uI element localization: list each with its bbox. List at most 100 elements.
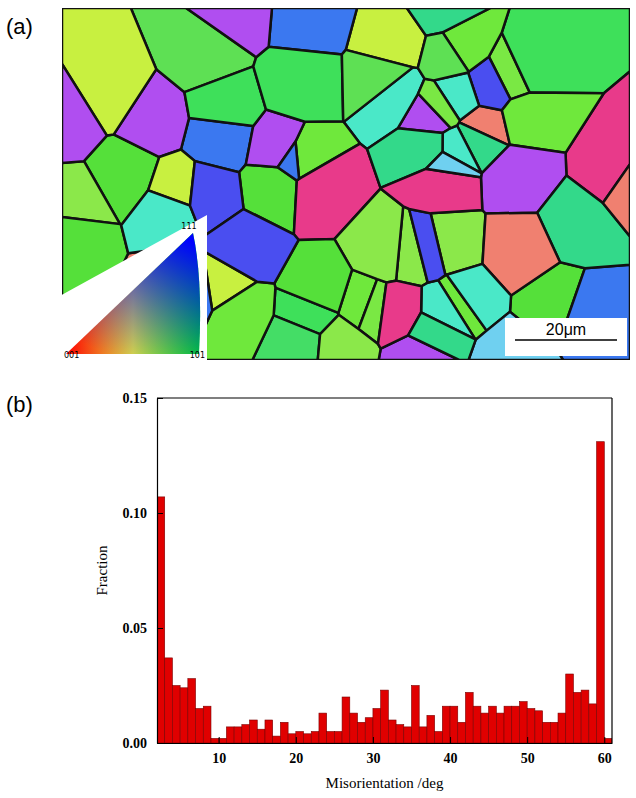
y-tick-mark bbox=[157, 513, 163, 514]
key-label: 001 bbox=[64, 351, 79, 360]
grain bbox=[502, 8, 630, 93]
grain bbox=[184, 66, 266, 126]
bar bbox=[319, 713, 327, 743]
panel-label: (a) bbox=[6, 14, 33, 39]
x-tick-label: 50 bbox=[521, 751, 535, 766]
y-tick-label: 0.10 bbox=[123, 506, 148, 521]
bar bbox=[496, 713, 504, 743]
grain bbox=[409, 209, 445, 283]
grain bbox=[201, 282, 275, 360]
bar bbox=[327, 732, 335, 744]
bar bbox=[304, 734, 312, 743]
ipf-key-overlay bbox=[66, 233, 200, 354]
scale-bar bbox=[515, 339, 617, 341]
x-tick-mark bbox=[604, 737, 605, 743]
bar bbox=[280, 722, 288, 743]
y-tick-label: 0.00 bbox=[123, 736, 148, 751]
y-axis: 0.00 0.05 0.10 0.15 bbox=[123, 391, 164, 751]
grain bbox=[62, 64, 107, 163]
grain bbox=[426, 152, 482, 177]
bar bbox=[404, 727, 412, 743]
bar bbox=[342, 697, 350, 743]
x-axis-line bbox=[158, 743, 613, 744]
bar bbox=[265, 720, 273, 743]
bar bbox=[411, 686, 419, 744]
x-tick-label: 30 bbox=[366, 751, 380, 766]
bar bbox=[250, 720, 258, 743]
grain bbox=[502, 93, 604, 153]
bar bbox=[211, 738, 219, 743]
key-background bbox=[62, 215, 207, 360]
bar bbox=[435, 732, 443, 744]
grain bbox=[407, 8, 491, 36]
x-tick-label: 40 bbox=[444, 751, 458, 766]
grain bbox=[342, 50, 413, 122]
y-tick-mark bbox=[157, 743, 163, 744]
bar bbox=[219, 738, 227, 743]
bar bbox=[373, 709, 381, 744]
bar bbox=[419, 727, 427, 743]
scale-bar-box bbox=[505, 318, 627, 356]
grain bbox=[278, 141, 299, 180]
bar bbox=[581, 690, 589, 743]
orientation-map bbox=[62, 8, 630, 360]
grain bbox=[318, 315, 381, 360]
grain bbox=[199, 209, 299, 283]
bar bbox=[604, 738, 612, 743]
y-tick: 0.15 bbox=[123, 391, 164, 406]
frame bbox=[611, 398, 612, 743]
y-tick-label: 0.05 bbox=[123, 621, 148, 636]
bar bbox=[442, 706, 450, 743]
x-tick-label: 60 bbox=[598, 751, 612, 766]
bar bbox=[311, 732, 319, 744]
figure: (a)11100110120μm(b)1020304050600.000.050… bbox=[0, 0, 636, 798]
bar bbox=[504, 706, 512, 743]
bar bbox=[358, 722, 366, 743]
grain bbox=[418, 79, 460, 128]
bar bbox=[273, 736, 281, 743]
bar bbox=[234, 727, 242, 743]
frame bbox=[157, 397, 612, 398]
bar bbox=[458, 722, 466, 743]
ipf-key bbox=[66, 233, 200, 354]
bar bbox=[543, 722, 551, 743]
panel-label: (b) bbox=[6, 392, 33, 417]
bar bbox=[288, 734, 296, 743]
bar bbox=[450, 706, 458, 743]
bar bbox=[573, 692, 581, 743]
grain bbox=[253, 47, 343, 122]
x-tick-label: 10 bbox=[212, 751, 226, 766]
x-tick: 30 bbox=[366, 737, 380, 766]
bar bbox=[589, 704, 597, 743]
bar bbox=[196, 709, 204, 744]
x-axis-title: Misorientation /deg bbox=[326, 775, 444, 791]
x-tick-mark bbox=[219, 737, 220, 743]
bar bbox=[566, 674, 574, 743]
bar bbox=[165, 658, 173, 743]
grain bbox=[62, 161, 120, 224]
bar bbox=[550, 722, 558, 743]
x-tick-label: 20 bbox=[289, 751, 303, 766]
bar bbox=[157, 497, 165, 743]
x-tick-mark bbox=[296, 737, 297, 743]
bar bbox=[242, 725, 250, 743]
x-tick-mark bbox=[527, 737, 528, 743]
bar bbox=[473, 706, 481, 743]
bar bbox=[365, 718, 373, 743]
y-axis-title: Fraction bbox=[94, 545, 110, 595]
bar bbox=[381, 690, 389, 743]
x-tick: 10 bbox=[212, 737, 226, 766]
x-tick: 60 bbox=[598, 737, 612, 766]
bar bbox=[188, 679, 196, 743]
x-tick-mark bbox=[373, 737, 374, 743]
y-axis-line bbox=[157, 399, 158, 744]
y-tick: 0.10 bbox=[123, 506, 164, 521]
bar bbox=[535, 711, 543, 743]
bar bbox=[226, 727, 234, 743]
grain bbox=[408, 312, 476, 360]
x-tick-mark bbox=[450, 737, 451, 743]
x-tick: 50 bbox=[521, 737, 535, 766]
bar bbox=[512, 706, 520, 743]
bar bbox=[172, 686, 180, 744]
bar bbox=[558, 713, 566, 743]
